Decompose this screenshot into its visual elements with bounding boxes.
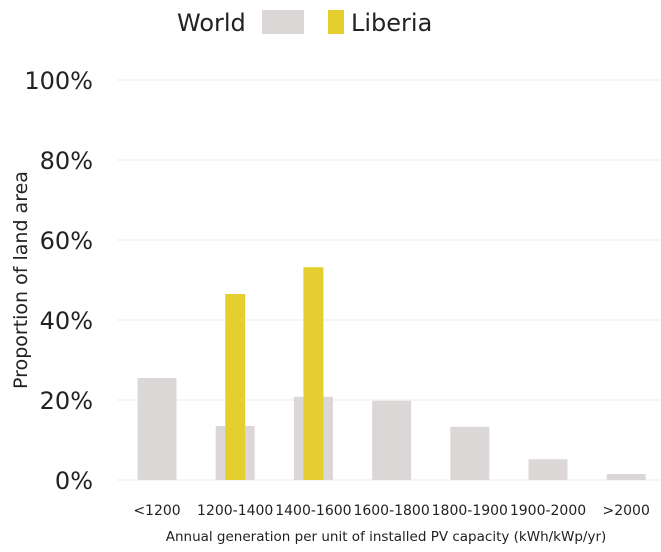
bar-world-5 xyxy=(528,459,568,480)
legend: World Liberia xyxy=(177,9,432,37)
y-tick-label: 80% xyxy=(40,147,93,175)
legend-label-liberia: Liberia xyxy=(351,9,432,37)
bar-liberia-2 xyxy=(303,267,324,480)
legend-swatch-liberia xyxy=(328,10,344,34)
x-tick-label: >2000 xyxy=(603,503,650,519)
y-axis-label: Proportion of land area xyxy=(10,171,32,389)
x-tick-label: 1600-1800 xyxy=(353,503,429,519)
bars xyxy=(137,267,646,480)
legend-label-world: World xyxy=(177,9,246,37)
bar-world-6 xyxy=(606,474,646,480)
y-tick-label: 0% xyxy=(55,467,93,495)
y-tick-label: 20% xyxy=(40,387,93,415)
x-tick-label: 1200-1400 xyxy=(197,503,273,519)
bar-liberia-1 xyxy=(225,294,246,480)
bar-world-3 xyxy=(372,400,412,480)
y-tick-label: 40% xyxy=(40,307,93,335)
x-tick-label: <1200 xyxy=(133,503,180,519)
x-axis-label: Annual generation per unit of installed … xyxy=(166,529,607,545)
bar-world-4 xyxy=(450,426,490,480)
y-tick-label: 100% xyxy=(24,67,93,95)
gridlines xyxy=(117,79,661,481)
legend-swatch-world xyxy=(262,10,304,34)
x-tick-label: 1800-1900 xyxy=(432,503,508,519)
x-tick-label: 1900-2000 xyxy=(510,503,586,519)
x-tick-label: 1400-1600 xyxy=(275,503,351,519)
bar-world-0 xyxy=(137,378,177,480)
y-tick-label: 60% xyxy=(40,227,93,255)
axes: 0% 20% 40% 60% 80% 100% <1200 1200-1400 1400-160… xyxy=(24,67,650,519)
